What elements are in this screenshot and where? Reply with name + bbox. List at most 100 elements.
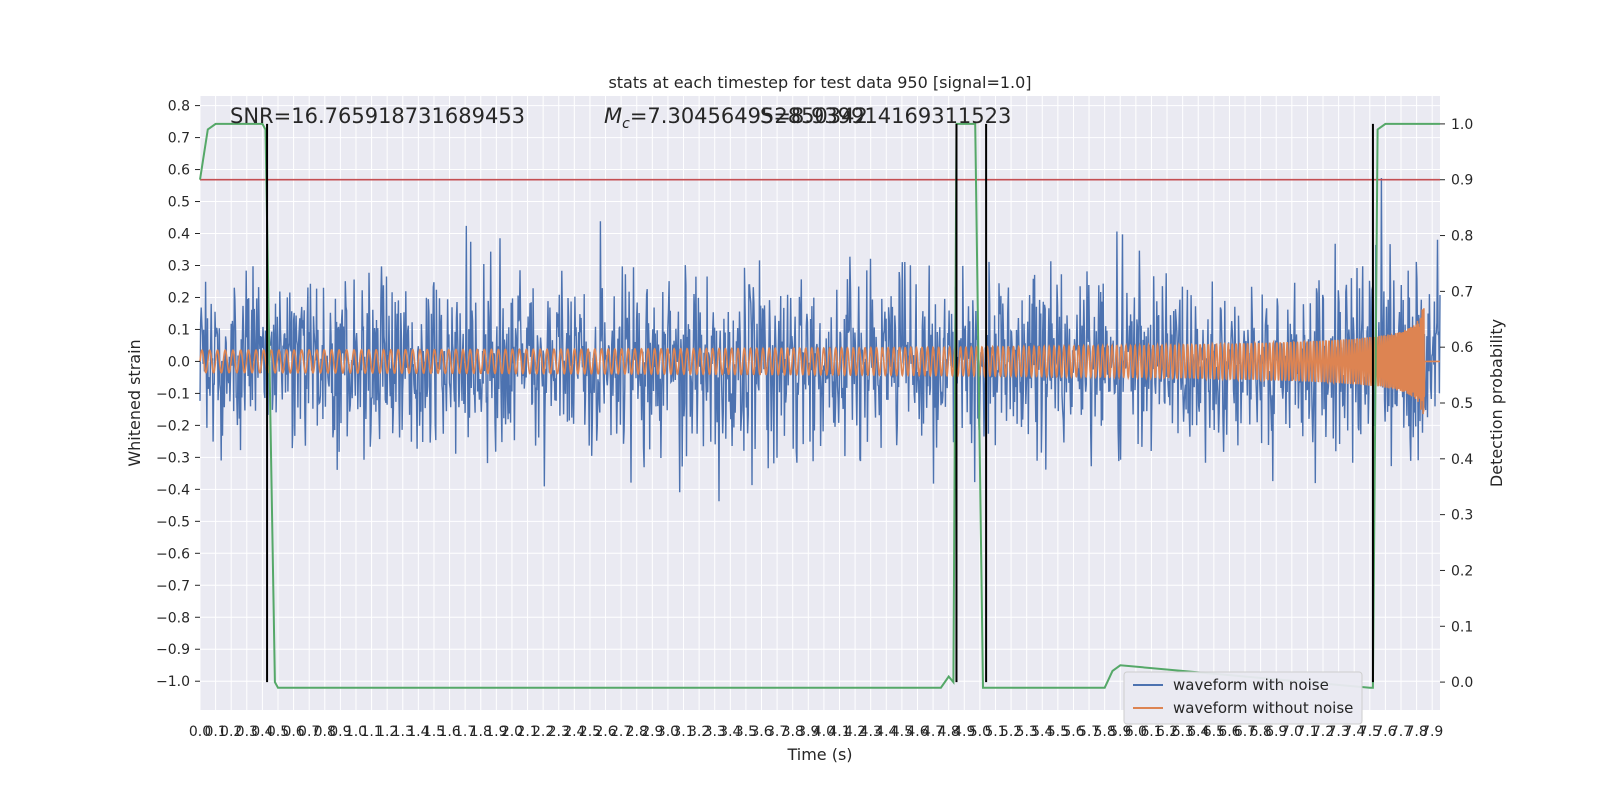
- x-tick-label: 4.9: [953, 724, 975, 740]
- snr-annotation: SNR=16.765918731689453: [230, 104, 525, 128]
- x-tick-label: 0.3: [236, 724, 258, 740]
- second-annotation: S=8.939914169311523: [760, 104, 1011, 128]
- x-tick-label: 4.8: [938, 724, 960, 740]
- data-layer: [199, 122, 1441, 689]
- y-tick-label: 0.1: [168, 322, 190, 338]
- x-tick-label: 3.1: [672, 724, 694, 740]
- x-tick-label: 7.5: [1359, 724, 1381, 740]
- y2-axis-label: Detection probability: [1487, 319, 1506, 487]
- x-tick-label: 1.2: [376, 724, 398, 740]
- y2-tick-label: 0.9: [1451, 173, 1473, 189]
- x-tick-label: 1.3: [392, 724, 414, 740]
- x-tick-label: 2.1: [516, 724, 538, 740]
- x-tick-label: 5.5: [1047, 724, 1069, 740]
- x-tick-label: 2.0: [501, 724, 523, 740]
- y-tick-label: 0.8: [168, 99, 190, 115]
- x-tick-label: 3.3: [704, 724, 726, 740]
- x-tick-label: 2.9: [641, 724, 663, 740]
- y-tick-label: 0.0: [168, 354, 190, 370]
- x-tick-label: 5.8: [1094, 724, 1116, 740]
- x-tick-label: 7.0: [1281, 724, 1303, 740]
- x-tick-label: 6.8: [1249, 724, 1271, 740]
- x-tick-label: 5.0: [969, 724, 991, 740]
- x-tick-label: 3.8: [782, 724, 804, 740]
- x-tick-label: 0.8: [314, 724, 336, 740]
- x-tick-label: 5.3: [1016, 724, 1038, 740]
- x-tick-label: 7.8: [1405, 724, 1427, 740]
- y-tick-label: −0.1: [156, 386, 190, 402]
- chirp-mass-subscript: c: [622, 116, 630, 132]
- x-tick-label: 5.6: [1062, 724, 1084, 740]
- x-tick-label: 1.5: [423, 724, 445, 740]
- y-tick-label: −0.9: [156, 642, 190, 658]
- x-tick-label: 3.4: [719, 724, 741, 740]
- x-tick-label: 2.6: [594, 724, 616, 740]
- x-tick-label: 6.5: [1203, 724, 1225, 740]
- y-tick-label: −0.6: [156, 546, 190, 562]
- legend: waveform with noise waveform without noi…: [1123, 671, 1363, 725]
- series-waveform-without-noise: [199, 308, 1440, 415]
- x-tick-label: 4.2: [844, 724, 866, 740]
- y-tick-label: 0.3: [168, 258, 190, 274]
- x-tick-label: 6.2: [1156, 724, 1178, 740]
- x-tick-label: 4.0: [813, 724, 835, 740]
- x-tick-label: 3.2: [688, 724, 710, 740]
- x-tick-label: 5.2: [1000, 724, 1022, 740]
- y2-tick-label: 0.7: [1451, 284, 1473, 300]
- x-tick-label: 0.7: [298, 724, 320, 740]
- x-tick-label: 5.9: [1109, 724, 1131, 740]
- x-tick-label: 3.7: [766, 724, 788, 740]
- x-tick-label: 4.4: [875, 724, 897, 740]
- x-tick-label: 1.0: [345, 724, 367, 740]
- x-tick-label: 1.7: [454, 724, 476, 740]
- x-tick-label: 3.9: [797, 724, 819, 740]
- x-tick-label: 4.3: [860, 724, 882, 740]
- x-tick-label: 1.1: [360, 724, 382, 740]
- x-tick-label: 1.6: [438, 724, 460, 740]
- x-tick-label: 5.7: [1078, 724, 1100, 740]
- y-axis-label: Whitened strain: [125, 339, 144, 466]
- x-tick-label: 2.7: [610, 724, 632, 740]
- chart-title: stats at each timestep for test data 950…: [608, 73, 1031, 92]
- x-tick-label: 4.6: [906, 724, 928, 740]
- x-tick-label: 7.9: [1421, 724, 1443, 740]
- x-tick-label: 4.5: [891, 724, 913, 740]
- x-tick-label: 3.6: [750, 724, 772, 740]
- x-tick-label: 7.2: [1312, 724, 1334, 740]
- x-tick-label: 7.1: [1296, 724, 1318, 740]
- legend-label-without-noise: waveform without noise: [1173, 699, 1353, 717]
- x-tick-label: 1.9: [485, 724, 507, 740]
- x-tick-label: 3.0: [657, 724, 679, 740]
- x-tick-label: 4.1: [828, 724, 850, 740]
- y-tick-label: 0.7: [168, 131, 190, 147]
- x-tick-label: 2.5: [579, 724, 601, 740]
- x-tick-label: 0.0: [189, 724, 211, 740]
- y2-tick-label: 1.0: [1451, 117, 1473, 133]
- series-detection-probability: [199, 122, 1440, 689]
- x-tick-label: 6.3: [1172, 724, 1194, 740]
- y-tick-label: −0.2: [156, 418, 190, 434]
- x-axis-label: Time (s): [786, 745, 852, 764]
- y-tick-label: −0.4: [156, 482, 190, 498]
- y-tick-label: 0.2: [168, 290, 190, 306]
- y-tick-label: 0.4: [168, 227, 190, 243]
- x-tick-label: 0.1: [204, 724, 226, 740]
- x-tick-label: 6.9: [1265, 724, 1287, 740]
- y-tick-label: −0.5: [156, 514, 190, 530]
- x-tick-label: 2.3: [548, 724, 570, 740]
- legend-label-with-noise: waveform with noise: [1173, 676, 1329, 694]
- x-tick-label: 6.6: [1218, 724, 1240, 740]
- y2-tick-label: 0.5: [1451, 396, 1473, 412]
- x-tick-label: 0.5: [267, 724, 289, 740]
- x-tick-label: 6.1: [1140, 724, 1162, 740]
- x-tick-label: 4.7: [922, 724, 944, 740]
- y2-tick-label: 0.6: [1451, 340, 1473, 356]
- y2-tick-label: 0.1: [1451, 619, 1473, 635]
- x-tick-label: 6.4: [1187, 724, 1209, 740]
- y-tick-label: 0.6: [168, 163, 190, 179]
- x-tick-label: 2.2: [532, 724, 554, 740]
- x-tick-label: 2.4: [563, 724, 585, 740]
- legend-box: [1123, 671, 1363, 725]
- x-tick-label: 7.4: [1343, 724, 1365, 740]
